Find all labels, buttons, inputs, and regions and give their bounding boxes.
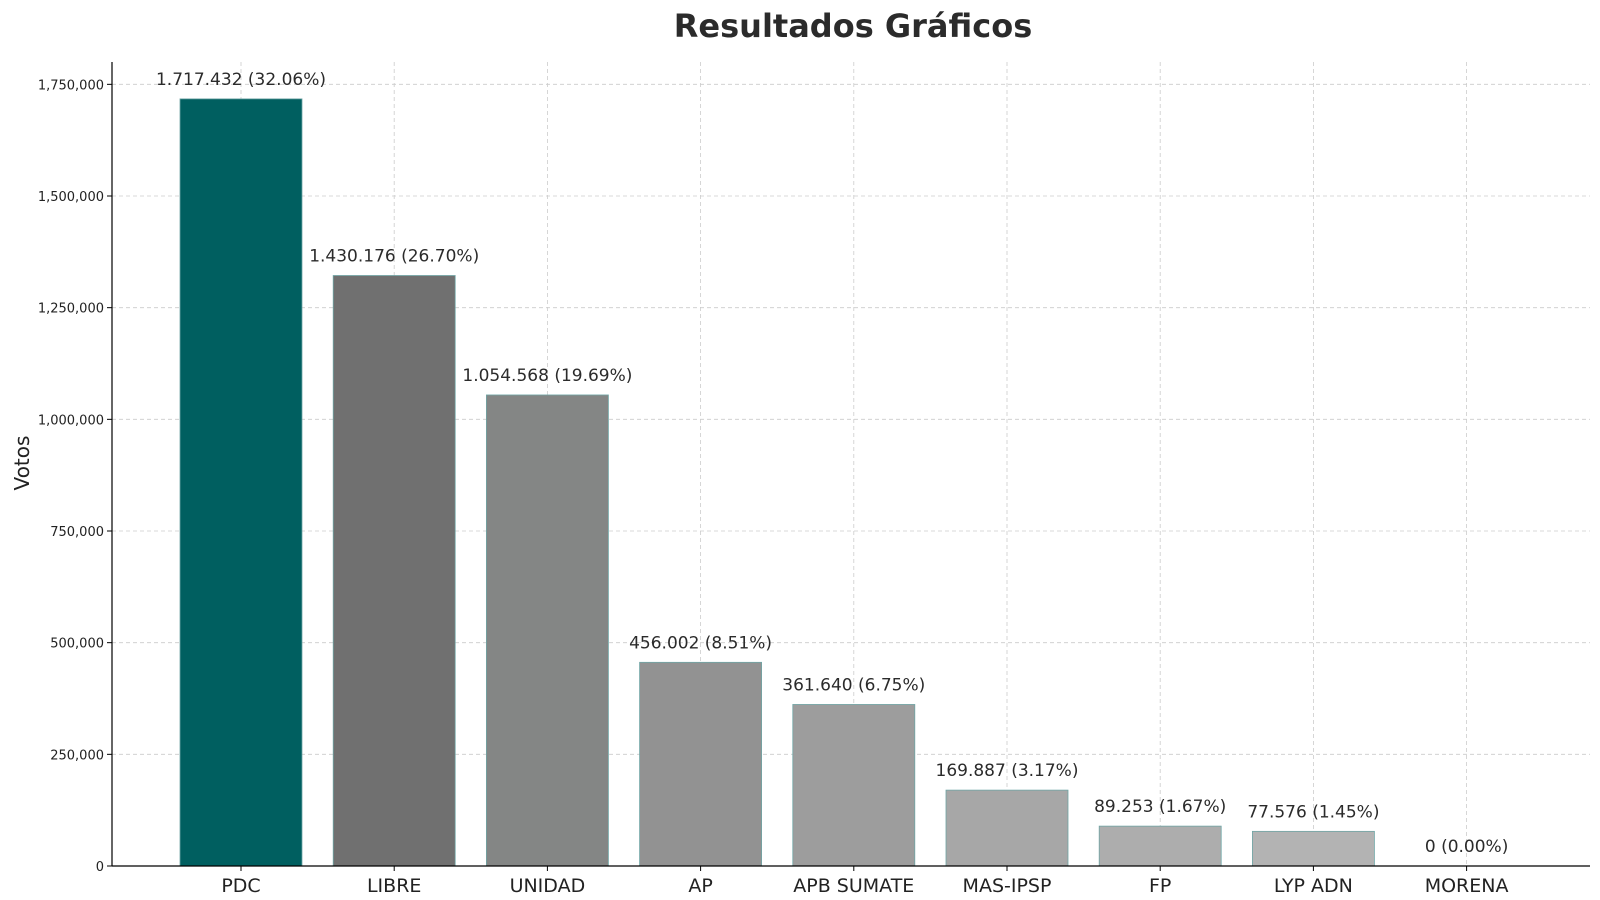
bars — [179, 98, 1375, 867]
bar — [332, 275, 456, 867]
x-tick-label: LYP ADN — [1274, 875, 1353, 897]
x-tick-label: MAS-IPSP — [963, 875, 1052, 897]
data-label: 1.717.432 (32.06%) — [156, 70, 326, 90]
x-tick-label: UNIDAD — [510, 875, 586, 897]
data-label: 1.430.176 (26.70%) — [309, 247, 479, 267]
bar — [1098, 825, 1222, 867]
data-label: 456.002 (8.51%) — [629, 633, 772, 653]
labels: 0 250,000 500,000 750,000 1,000,000 1,250,000… — [38, 70, 1509, 897]
bar — [485, 394, 609, 867]
x-tick-label: AP — [688, 875, 712, 897]
bar — [639, 661, 762, 867]
axes — [107, 62, 1590, 871]
data-label: 77.576 (1.45%) — [1247, 802, 1379, 822]
bar — [179, 98, 303, 867]
x-tick-label: FP — [1149, 875, 1171, 897]
chart-title: Resultados Gráficos — [674, 7, 1032, 45]
x-tick-label: PDC — [221, 875, 260, 897]
y-tick-label: 750,000 — [50, 525, 104, 540]
bar — [1252, 830, 1375, 867]
x-tick-label: LIBRE — [367, 875, 421, 897]
y-tick-label: 0 — [96, 860, 104, 875]
y-tick-label: 1,250,000 — [38, 302, 104, 317]
data-label: 1.054.568 (19.69%) — [462, 366, 632, 386]
y-axis-label: Votos — [10, 436, 34, 491]
data-label: 361.640 (6.75%) — [782, 675, 925, 695]
y-tick-label: 1,500,000 — [38, 190, 104, 205]
bar — [945, 789, 1069, 867]
y-tick-label: 1,750,000 — [38, 78, 104, 93]
y-tick-label: 500,000 — [50, 637, 104, 652]
data-label: 169.887 (3.17%) — [936, 761, 1079, 781]
x-tick-label: MORENA — [1425, 875, 1509, 897]
data-label: 89.253 (1.67%) — [1094, 797, 1226, 817]
y-tick-label: 250,000 — [50, 748, 104, 763]
data-label: 0 (0.00%) — [1425, 837, 1509, 857]
bar — [792, 704, 916, 867]
y-tick-label: 1,000,000 — [38, 413, 104, 428]
x-tick-label: APB SUMATE — [793, 875, 914, 897]
